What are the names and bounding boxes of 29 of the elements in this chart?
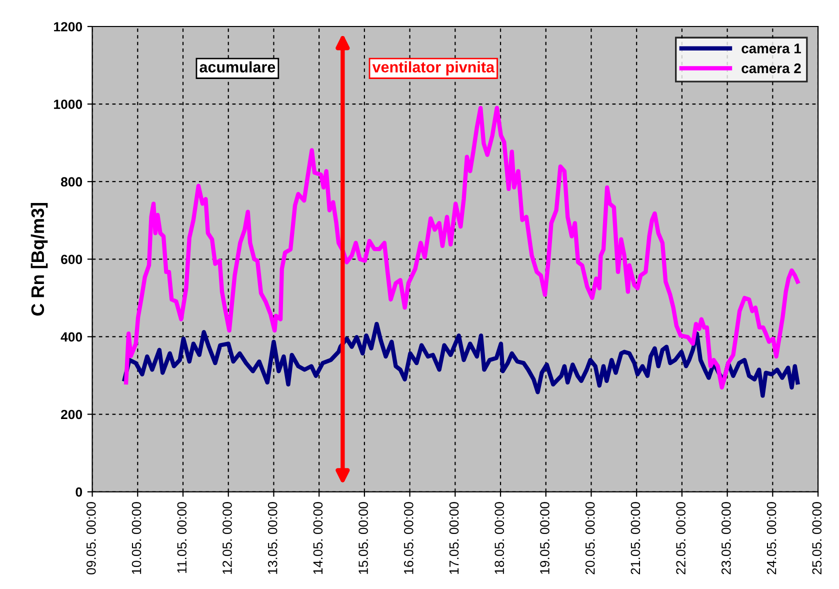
x-tick-label: 17.05. 00:00	[449, 502, 459, 574]
annotation: acumulare	[200, 61, 276, 72]
x-tick-label: 09.05. 00:00	[86, 502, 96, 574]
ref-line-label: ventilator pivnita	[372, 61, 495, 76]
x-tick-label: 12.05. 00:00	[222, 502, 232, 574]
x-tick-label: 18.05. 00:00	[494, 502, 504, 574]
y-tick-label: 600	[61, 254, 82, 264]
x-tick-label: 14.05. 00:00	[313, 502, 323, 574]
legend-label: camera 1	[742, 44, 801, 54]
x-tick-label: 13.05. 00:00	[268, 502, 278, 574]
y-tick-label: 200	[61, 410, 82, 420]
x-tick-label: 19.05. 00:00	[540, 502, 550, 574]
x-tick-label: 24.05. 00:00	[766, 502, 776, 574]
y-tick-label: 0	[76, 487, 82, 497]
x-tick-label: 22.05. 00:00	[676, 502, 686, 574]
x-tick-label: 16.05. 00:00	[404, 502, 414, 574]
y-tick-label: 1000	[54, 100, 82, 109]
x-tick-label: 20.05. 00:00	[585, 502, 595, 574]
y-tick-label: 400	[60, 332, 82, 342]
y-tick-label: 800	[60, 177, 82, 187]
x-tick-label: 23.05. 00:00	[722, 502, 731, 574]
x-tick-label: 10.05. 00:00	[132, 502, 142, 574]
legend-label: camera 2	[742, 63, 801, 74]
y-axis-title: C Rn [Bq/m3]	[30, 203, 48, 316]
x-tick-label: 11.05. 00:00	[177, 502, 187, 573]
x-tick-label: 15.05. 00:00	[358, 502, 368, 574]
y-tick-label: 1200	[54, 22, 82, 32]
x-tick-label: 21.05. 00:00	[630, 502, 640, 574]
x-tick-label: 25.05. 00:00	[812, 502, 822, 574]
